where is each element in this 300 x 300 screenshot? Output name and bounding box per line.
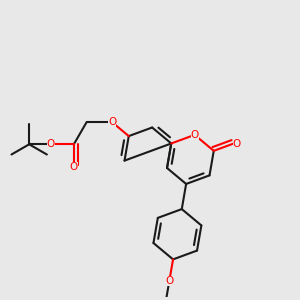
Text: O: O [108, 117, 116, 127]
Text: O: O [47, 139, 55, 149]
Text: O: O [165, 276, 173, 286]
Text: O: O [70, 162, 78, 172]
Text: O: O [190, 130, 199, 140]
Text: O: O [233, 139, 241, 149]
